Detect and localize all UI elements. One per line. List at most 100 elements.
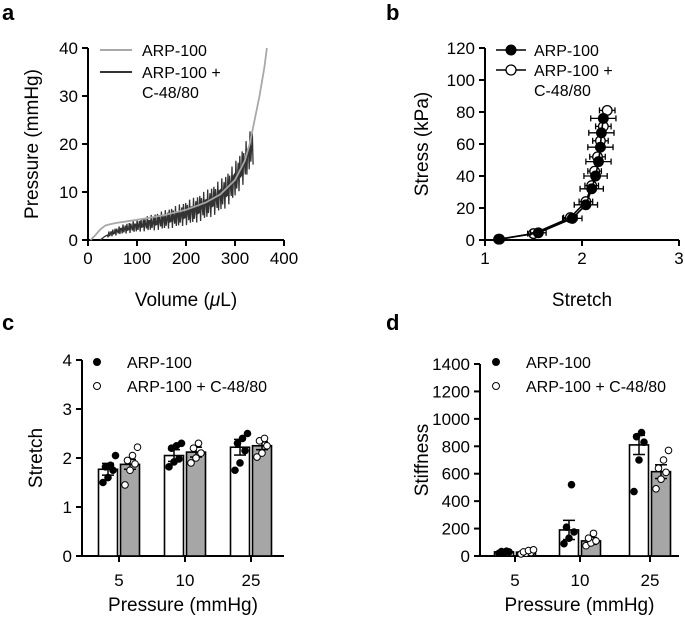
panel-label-b: b [386, 0, 399, 25]
panel-c-x-tick-label: 25 [242, 571, 261, 590]
panel-c-x-tick-label: 5 [114, 571, 123, 590]
panel-d-datapoint-arp100 [630, 487, 638, 496]
panel-c-datapoint-arp100 [238, 434, 247, 443]
panel-d-y-axis-label: Stiffness [412, 424, 433, 497]
panel-c-y-tick-label: 3 [63, 400, 72, 419]
panel-d-y-tick-label: 400 [442, 492, 470, 511]
panel-d-datapoint-arp100 [565, 534, 573, 542]
panel-d-datapoint-arp100-c4880 [652, 485, 660, 493]
panel-b-x-tick-label: 3 [674, 249, 683, 268]
panel-c-bar-arp100-c4880-25 [251, 444, 273, 557]
panel-d-datapoint-arp100-c4880 [589, 529, 598, 538]
panel-b-legend-label-arp100: ARP-100 [534, 43, 599, 60]
panel-c-bar-arp100-c4880-5 [119, 463, 141, 557]
panel-c-legend-label-arp100: ARP-100 [127, 355, 192, 372]
panel-b-legend-marker-arp100 [505, 44, 517, 56]
panel-label-c: c [2, 310, 14, 335]
panel-c-y-tick-label: 1 [63, 498, 72, 517]
panel-b-point-arp100 [532, 227, 544, 239]
panel-a-legend-label-arp100-c4880-line2: C-48/80 [142, 85, 199, 102]
panel-d-x-tick-label: 25 [641, 571, 660, 590]
panel-d-datapoint-arp100 [560, 539, 568, 548]
panel-b-y-axis-label: Stress (kPa) [412, 92, 433, 197]
panel-d-datapoint-arp100-c4880 [654, 464, 663, 473]
panel-c-legend-label-arp100-c4880: ARP-100 + C-48/80 [127, 379, 267, 396]
panel-d-legend-marker-arp100 [492, 358, 500, 366]
panel-d-stiffness-bar-chart: 0 200 400 600 800 1000 1200 1400 5 10 25 Pressure (… [412, 355, 679, 616]
panel-c-datapoint-arp100-c4880 [187, 459, 195, 467]
panel-a-legend-label-arp100-c4880-line1: ARP-100 + [142, 65, 221, 82]
panel-d-legend-label-arp100: ARP-100 [526, 355, 591, 372]
panel-b-x-tick-label: 1 [480, 249, 489, 268]
panel-c-legend-marker-arp100 [93, 358, 101, 366]
panel-d-datapoint-arp100 [635, 456, 643, 464]
panel-c-datapoint-arp100-c4880 [131, 460, 139, 468]
panel-d-datapoint-arp100 [502, 547, 511, 556]
panel-c-datapoint-arp100-c4880 [128, 451, 137, 460]
panel-c-datapoint-arp100-c4880 [123, 456, 132, 465]
panel-c-datapoint-arp100 [111, 451, 120, 460]
panel-d-datapoint-arp100 [640, 438, 648, 446]
panel-d-datapoint-arp100 [637, 428, 646, 437]
panel-c-datapoint-arp100 [99, 478, 107, 487]
panel-c-datapoint-arp100-c4880 [194, 439, 203, 448]
panel-d-x-axis-label: Pressure (mmHg) [505, 595, 655, 616]
panel-d-datapoint-arp100-c4880 [659, 456, 668, 464]
panel-b-legend-marker-arp100-c4880 [505, 64, 517, 76]
panel-b-y-tick-label: 60 [456, 135, 475, 154]
panel-c-datapoint-arp100-c4880 [121, 481, 129, 489]
panel-b-point-arp100 [597, 112, 609, 124]
panel-c-datapoint-arp100 [177, 439, 186, 448]
panel-b-y-tick-label: 120 [447, 39, 475, 58]
panel-d-datapoint-arp100-c4880 [664, 446, 673, 455]
panel-d-datapoint-arp100 [570, 528, 578, 536]
panel-d-legend-marker-arp100-c4880 [492, 382, 500, 390]
panel-c-y-tick-label: 2 [63, 449, 72, 468]
panel-d-datapoint-arp100 [567, 480, 576, 489]
panel-d-legend-label-arp100-c4880: ARP-100 + C-48/80 [526, 379, 666, 396]
panel-d-datapoint-arp100-c4880 [662, 468, 670, 477]
panel-c-datapoint-arp100-c4880 [192, 454, 200, 462]
panel-c-bar-arp100-c4880-10 [185, 451, 207, 557]
panel-b-y-tick-label: 80 [456, 103, 475, 122]
panel-b-x-axis-label: Stretch [552, 290, 612, 311]
panel-b-x-tick-label: 2 [577, 249, 586, 268]
panel-d-datapoint-arp100-c4880 [592, 537, 600, 545]
panel-b-y-tick-label: 40 [456, 167, 475, 186]
panel-b-series-line-arp100 [499, 118, 605, 240]
panel-c-datapoint-arp100 [165, 463, 173, 471]
panel-b-point-arp100 [566, 212, 578, 224]
panel-b-y-tick-label: 100 [447, 71, 475, 90]
panel-a-x-tick-label: 300 [221, 249, 249, 268]
panel-d-x-tick-label: 5 [510, 571, 519, 590]
panel-a-y-tick-label: 20 [59, 135, 78, 154]
panel-c-datapoint-arp100-c4880 [133, 443, 142, 452]
panel-c-datapoint-arp100 [175, 455, 183, 463]
panel-c-datapoint-arp100-c4880 [126, 466, 134, 475]
panel-d-y-tick-label: 800 [442, 437, 470, 456]
panel-d-y-tick-label: 1000 [432, 410, 470, 429]
panel-b-y-tick-label: 0 [466, 231, 475, 250]
panel-c-stretch-bar-chart: 0 1 2 3 4 5 10 25 Pressure (mmHg) Stretch ARP-100 A… [26, 351, 284, 616]
panel-b-stress-stretch-chart: 0 20 40 60 80 100 120 1 2 3 Stretch Stress (kPa) ARP… [412, 39, 684, 311]
panel-c-datapoint-arp100 [233, 439, 242, 448]
panel-a-series-line-arp100 [89, 47, 268, 241]
panel-b-point-arp100 [594, 141, 606, 153]
panel-a-x-tick-label: 0 [83, 249, 92, 268]
panel-c-datapoint-arp100-c4880 [260, 434, 269, 443]
panel-b-point-arp100 [590, 170, 602, 182]
panel-d-datapoint-arp100-c4880 [529, 546, 538, 554]
panel-d-bar-arp100-c4880-25 [650, 470, 672, 557]
panel-b-point-arp100 [494, 233, 506, 245]
panel-c-datapoint-arp100 [231, 466, 239, 475]
panel-a-y-tick-label: 10 [59, 183, 78, 202]
panel-a-x-tick-label: 200 [172, 249, 200, 268]
panel-c-bar-arp100-10 [163, 454, 185, 557]
panel-b-point-arp100 [593, 156, 604, 168]
panel-c-y-axis-label: Stretch [26, 428, 47, 488]
panel-a-y-axis-label: Pressure (mmHg) [22, 69, 43, 219]
panel-d-y-tick-label: 1200 [432, 382, 470, 401]
panel-c-y-tick-label: 0 [63, 547, 72, 566]
panel-c-legend-marker-arp100-c4880 [93, 382, 101, 390]
